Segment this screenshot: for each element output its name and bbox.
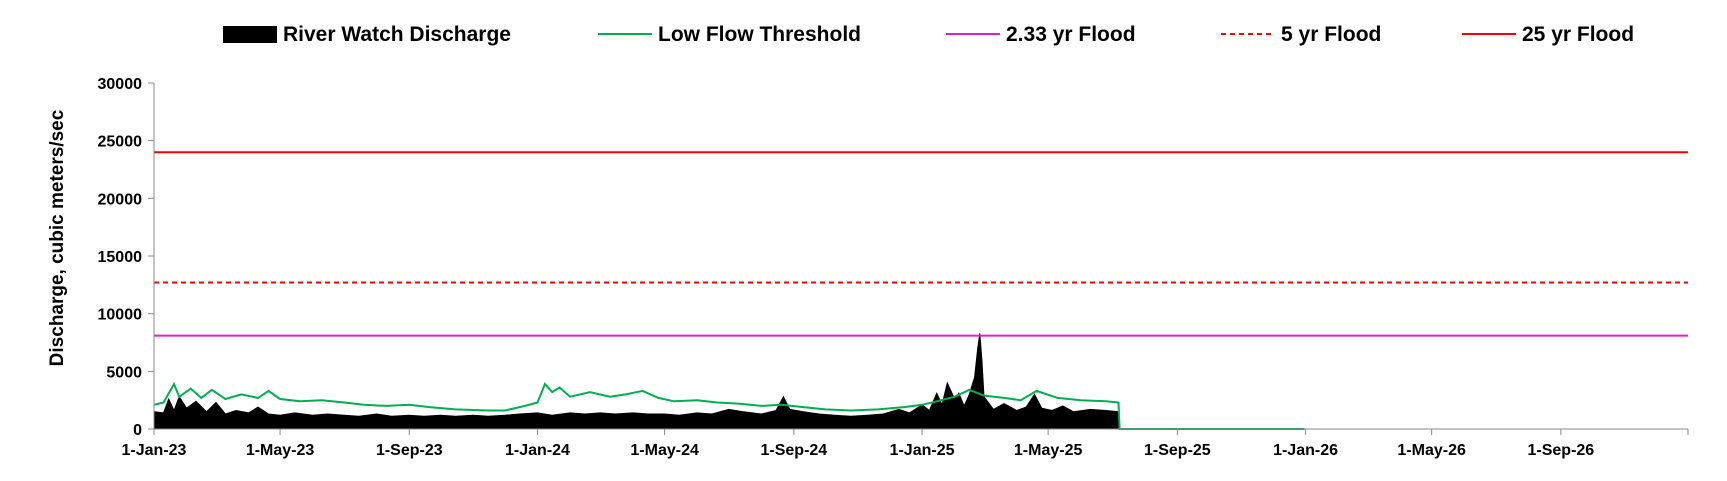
y-tick-label: 25000 xyxy=(98,134,143,151)
series-line-low-flow-threshold xyxy=(153,381,1305,430)
legend-label: 25 yr Flood xyxy=(1522,23,1634,46)
y-axis-title: Discharge, cubic meters/sec xyxy=(47,109,68,366)
y-tick-label: 10000 xyxy=(98,307,143,324)
y-tick-label: 15000 xyxy=(98,249,143,266)
legend-item-river-watch-discharge: River Watch Discharge xyxy=(223,23,511,46)
x-tick-label: 1-Jan-24 xyxy=(505,442,570,459)
legend-label: 5 yr Flood xyxy=(1281,23,1381,46)
y-tick-label: 30000 xyxy=(98,76,143,93)
x-tick-label: 1-Sep-24 xyxy=(761,442,828,459)
x-tick-label: 1-May-23 xyxy=(246,442,315,459)
y-tick-label: 0 xyxy=(133,422,142,439)
x-tick-label: 1-May-24 xyxy=(630,442,699,459)
x-tick-label: 1-Sep-23 xyxy=(376,442,443,459)
x-tick-label: 1-May-26 xyxy=(1397,442,1466,459)
legend-item-2-33-yr-flood: 2.33 yr Flood xyxy=(946,23,1136,46)
legend-label: River Watch Discharge xyxy=(283,23,511,46)
x-tick-label: 1-May-25 xyxy=(1014,442,1083,459)
legend-item-25-yr-flood: 25 yr Flood xyxy=(1462,23,1634,46)
x-tick-label: 1-Jan-25 xyxy=(890,442,955,459)
legend-swatch xyxy=(223,26,277,43)
x-tick-label: 1-Jan-23 xyxy=(122,442,187,459)
legend-item-low-flow-threshold: Low Flow Threshold xyxy=(598,23,861,46)
legend-label: Low Flow Threshold xyxy=(658,23,861,46)
x-tick-label: 1-Jan-26 xyxy=(1273,442,1338,459)
legend-label: 2.33 yr Flood xyxy=(1006,23,1136,46)
x-tick-label: 1-Sep-25 xyxy=(1144,442,1211,459)
y-tick-label: 5000 xyxy=(106,364,142,381)
legend: River Watch Discharge Low Flow Threshold 2… xyxy=(223,23,1634,46)
plot-area: 0 5000 10000 15000 20000 25000 30000 1-Jan-23 1-… xyxy=(98,76,1689,459)
legend-item-5-yr-flood: 5 yr Flood xyxy=(1221,23,1381,46)
y-tick-label: 20000 xyxy=(98,191,143,208)
x-tick-label: 1-Sep-26 xyxy=(1528,442,1595,459)
series-area-river-watch-discharge xyxy=(153,333,1121,430)
